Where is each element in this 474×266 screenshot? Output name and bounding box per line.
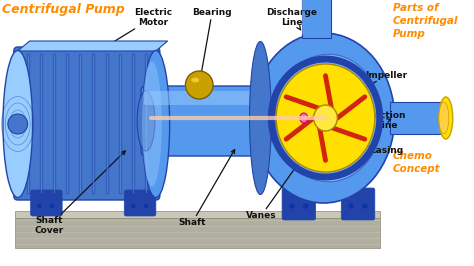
Ellipse shape	[314, 105, 337, 131]
Text: Electric
Motor: Electric Motor	[102, 8, 172, 49]
Ellipse shape	[8, 114, 27, 134]
Circle shape	[289, 203, 295, 209]
Ellipse shape	[275, 54, 382, 182]
FancyBboxPatch shape	[193, 80, 205, 96]
Text: Shaft
Cover: Shaft Cover	[35, 151, 125, 235]
Text: Casing: Casing	[368, 145, 404, 155]
Text: Centrifugal Pump: Centrifugal Pump	[2, 3, 125, 16]
Ellipse shape	[439, 102, 449, 134]
FancyBboxPatch shape	[144, 91, 266, 105]
Polygon shape	[18, 41, 168, 51]
FancyBboxPatch shape	[341, 188, 375, 220]
Ellipse shape	[142, 61, 162, 186]
Circle shape	[37, 203, 42, 209]
FancyBboxPatch shape	[124, 190, 156, 216]
Text: Shaft: Shaft	[179, 149, 235, 227]
Circle shape	[50, 203, 55, 209]
Circle shape	[144, 203, 148, 209]
Text: Vanes: Vanes	[246, 149, 308, 220]
Ellipse shape	[439, 97, 453, 139]
Ellipse shape	[137, 91, 155, 151]
Circle shape	[303, 203, 309, 209]
Polygon shape	[390, 102, 444, 134]
Ellipse shape	[249, 41, 271, 194]
Text: Parts of
Centrifugal
Pump: Parts of Centrifugal Pump	[392, 3, 458, 39]
FancyBboxPatch shape	[14, 47, 160, 200]
Ellipse shape	[255, 91, 273, 151]
Ellipse shape	[276, 64, 375, 172]
Polygon shape	[15, 211, 380, 218]
Circle shape	[131, 203, 136, 209]
Text: Suction
Line: Suction Line	[367, 111, 406, 130]
Ellipse shape	[3, 51, 33, 197]
Text: Impeller: Impeller	[346, 71, 408, 99]
Circle shape	[348, 203, 354, 209]
Text: Chemo
Concept: Chemo Concept	[392, 151, 440, 174]
Text: Discharge
Line: Discharge Line	[266, 8, 318, 30]
Ellipse shape	[253, 33, 394, 203]
FancyBboxPatch shape	[141, 86, 269, 156]
FancyBboxPatch shape	[282, 188, 316, 220]
Polygon shape	[302, 0, 331, 38]
Circle shape	[185, 71, 213, 99]
Text: Bearing: Bearing	[192, 8, 232, 92]
Ellipse shape	[300, 113, 308, 123]
Ellipse shape	[142, 51, 170, 197]
Ellipse shape	[191, 77, 199, 82]
FancyBboxPatch shape	[31, 190, 62, 216]
Circle shape	[362, 203, 368, 209]
Polygon shape	[15, 218, 380, 248]
